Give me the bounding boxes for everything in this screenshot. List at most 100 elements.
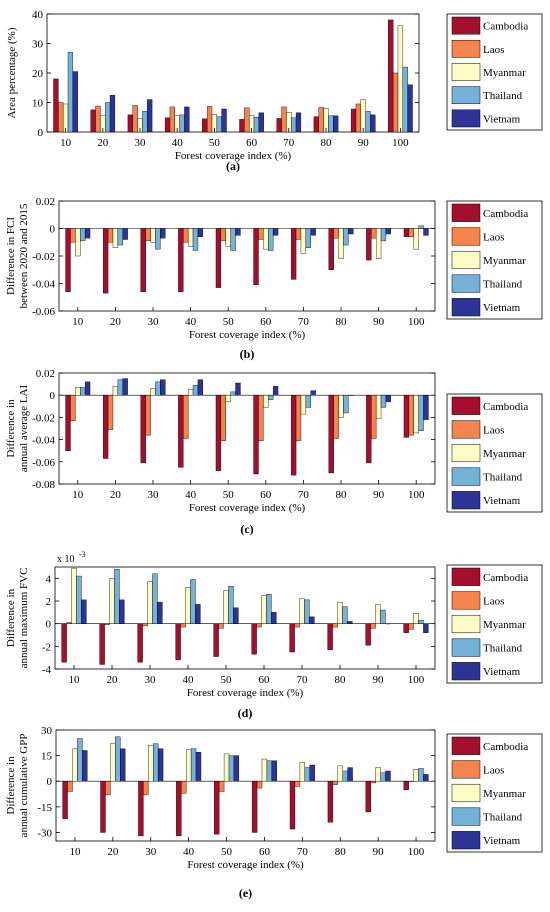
bar-laos [392,72,399,133]
bar-thailand [77,738,83,782]
bar-cambodia [328,228,334,270]
bar-thailand [76,575,82,624]
legend-label-laos: Laos [483,764,504,776]
bar-cambodia [202,118,208,133]
bar-vietnam [385,770,391,782]
x-tick-label: 30 [148,316,160,328]
legend-label-thailand: Thailand [483,279,523,291]
bar-laos [206,106,213,133]
bar-thailand [155,228,161,250]
bar-myanmar [223,590,229,624]
bar-vietnam [84,381,91,396]
axis-exponent-power: -3 [79,550,86,559]
bar-cambodia [99,623,105,665]
x-tick-label: 70 [298,316,310,328]
bar-vietnam [348,228,354,235]
y-tick-label: -15 [37,802,52,814]
y-tick-label: 0 [50,224,56,236]
panel-e: -30 -15 0 15 30 10 20 30 40 50 60 70 80 90 100 Forest c… [5,725,543,900]
bar-myanmar [110,743,116,782]
bar-vietnam [295,112,302,133]
bar-thailand [115,736,121,782]
legend-label-vietnam: Vietnam [483,666,521,678]
bar-myanmar [72,748,78,782]
bar-cambodia [327,623,333,650]
bar-laos [294,781,301,787]
bar-myanmar [147,581,153,624]
legend-label-myanmar: Myanmar [483,619,526,631]
bar-vietnam [309,616,315,624]
bar-thailand [342,770,348,782]
bar-vietnam [258,112,264,133]
x-axis-label: Forest coverage index (%) [187,687,304,699]
bar-thailand [192,228,199,251]
x-tick-label: 40 [183,674,195,686]
x-tick-label: 50 [223,489,235,501]
bar-thailand [268,395,274,400]
bar-cambodia [213,623,219,657]
legend-label-laos: Laos [483,231,504,243]
bar-vietnam [157,748,164,782]
bar-laos [105,781,111,796]
bar-thailand [380,228,387,242]
bar-cambodia [403,395,410,438]
legend-swatch-myanmar [451,443,481,463]
bar-cambodia [140,228,146,292]
bar-vietnam [84,228,91,239]
bar-laos [132,105,138,133]
x-tick-label: 10 [69,846,81,858]
y-tick-label: 0 [46,619,52,631]
legend-swatch-laos [451,591,481,610]
bar-thailand [343,228,349,246]
bar-vietnam [235,228,241,236]
legend-swatch-thailand [451,807,481,826]
y-tick-label: -0.04 [32,435,55,447]
bar-laos [70,395,76,421]
bar-cambodia [290,228,297,280]
bar-thailand [230,228,236,251]
bar-thailand [253,117,260,133]
bar-thailand [142,111,148,133]
bar-myanmar [338,395,344,418]
bar-laos [408,623,414,630]
bar-cambodia [388,19,394,133]
y-axis-label: Difference in [5,399,17,458]
bar-cambodia [140,395,146,464]
bar-cambodia [327,781,334,823]
bar-laos [218,781,225,792]
x-tick-label: 50 [221,846,233,858]
bar-cambodia [53,78,59,133]
bar-vietnam [370,114,376,133]
legend: Cambodia Laos Myanmar Thailand Vietnam [446,733,543,853]
bar-vietnam [272,228,279,236]
y-tick-label: 40 [32,9,44,21]
bar-thailand [80,387,86,396]
legend-swatch-vietnam [451,831,481,850]
bar-thailand [304,599,310,624]
y-axis-label: annual maximum FVC [18,568,30,669]
bar-vietnam [423,395,429,420]
legend-label-cambodia: Cambodia [483,21,528,33]
bar-cambodia [403,781,409,790]
bar-cambodia [253,228,259,286]
bar-laos [370,781,376,784]
x-tick-label: 40 [183,846,195,858]
legend-swatch-cambodia [451,203,481,222]
panel-label: (b) [240,347,255,361]
legend-label-vietnam: Vietnam [483,113,521,125]
x-tick-label: 100 [392,137,409,149]
legend-swatch-myanmar [451,614,481,634]
bar-laos [332,623,338,628]
bar-laos [256,623,262,628]
y-tick-label: 15 [41,751,53,763]
y-tick-label: -2 [42,641,51,653]
bar-thailand [67,52,74,133]
axis-exponent-label: x 10 [57,554,75,565]
legend-label-myanmar: Myanmar [483,255,526,267]
legend-label-myanmar: Myanmar [483,67,526,79]
x-tick-label: 50 [209,137,221,149]
bar-thailand [291,117,297,133]
panel-label: (e) [239,886,252,900]
bar-myanmar [299,598,305,624]
